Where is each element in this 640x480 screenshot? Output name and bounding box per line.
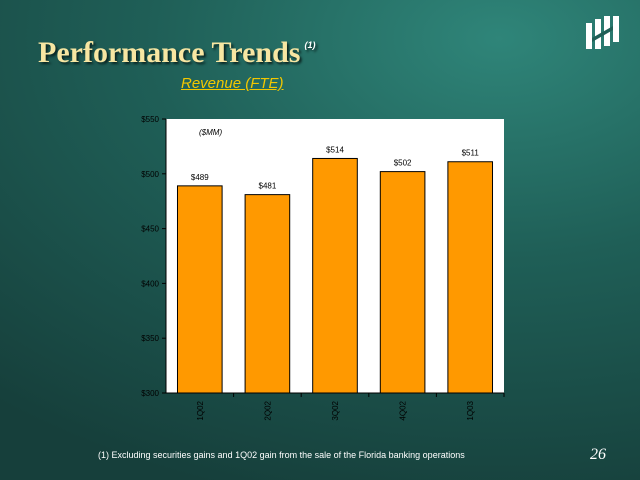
bar-1Q02: [176, 185, 223, 394]
unit-label: ($MM): [199, 128, 222, 137]
x-tick-label: 1Q03: [466, 400, 475, 420]
bar-value-label: $511: [462, 149, 480, 158]
bar-1Q03: [447, 161, 494, 394]
bar-value-label: $481: [259, 182, 277, 191]
y-tick-label: $350: [141, 334, 159, 343]
y-tick-label: $300: [141, 389, 159, 398]
page-number: 26: [590, 446, 606, 463]
slide-title-text: Performance Trends: [38, 36, 301, 69]
bar-3Q02: [312, 157, 358, 394]
bar-value-label: $514: [326, 145, 344, 154]
bar-2Q02: [244, 194, 291, 394]
y-tick-label: $450: [141, 225, 159, 234]
slide-title: Performance Trends (1): [38, 36, 315, 70]
x-tick-label: 4Q02: [399, 400, 408, 420]
x-tick-label: 2Q02: [263, 400, 272, 420]
bar-4Q02: [379, 171, 426, 394]
y-tick-label: $550: [141, 115, 159, 124]
x-tick-label: 3Q02: [331, 400, 340, 420]
y-tick-label: $400: [141, 279, 159, 288]
huntington-logo-icon: [586, 16, 619, 49]
chart-title: Revenue (FTE): [181, 75, 284, 92]
footnote: (1) Excluding securities gains and 1Q02 …: [98, 450, 465, 460]
y-tick-label: $500: [141, 170, 159, 179]
x-tick-label: 1Q02: [196, 400, 205, 420]
bar-value-label: $489: [191, 173, 209, 182]
title-footnote-marker: (1): [304, 40, 316, 50]
bar-value-label: $502: [394, 159, 412, 168]
